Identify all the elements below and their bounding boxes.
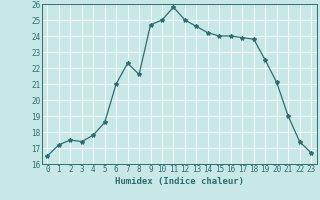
X-axis label: Humidex (Indice chaleur): Humidex (Indice chaleur) — [115, 177, 244, 186]
